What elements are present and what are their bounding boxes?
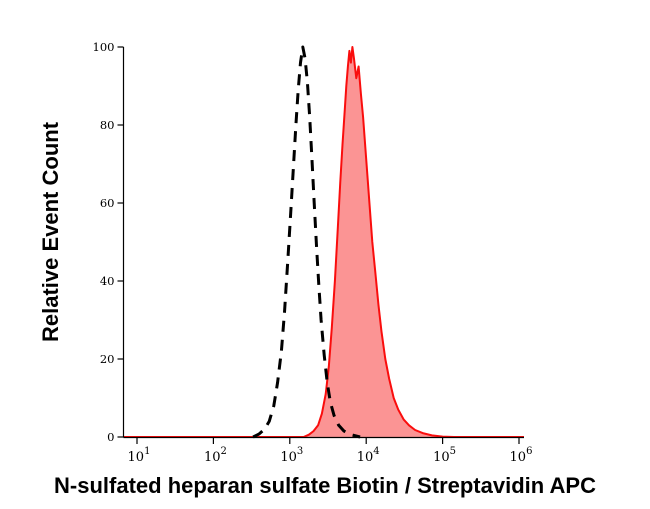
y-tick-label: 60 (100, 196, 115, 210)
x-tick-label: 104 (357, 446, 380, 465)
x-tick-label: 103 (280, 446, 303, 465)
stained-sample-red-filled-curve (303, 46, 455, 438)
x-tick-label: 106 (510, 446, 533, 465)
x-axis-label: N-sulfated heparan sulfate Biotin / Stre… (54, 473, 596, 498)
stained-sample-red-filled-fill (303, 47, 455, 437)
y-tick-label: 100 (93, 40, 115, 54)
y-tick-label: 20 (100, 352, 115, 366)
x-tick-label: 105 (433, 446, 456, 465)
x-tick-label: 101 (128, 446, 151, 465)
series-layer (123, 45, 524, 439)
control-black-dashed-curve (252, 45, 361, 439)
axes-layer: 0 20 40 60 80 100 101 102 103 104 105 106 (93, 40, 533, 465)
y-axis-label: Relative Event Count (38, 121, 63, 342)
y-tick-label: 0 (107, 430, 114, 444)
y-tick-label: 80 (100, 118, 115, 132)
y-tick-label: 40 (100, 274, 115, 288)
x-tick-label: 102 (204, 446, 227, 465)
